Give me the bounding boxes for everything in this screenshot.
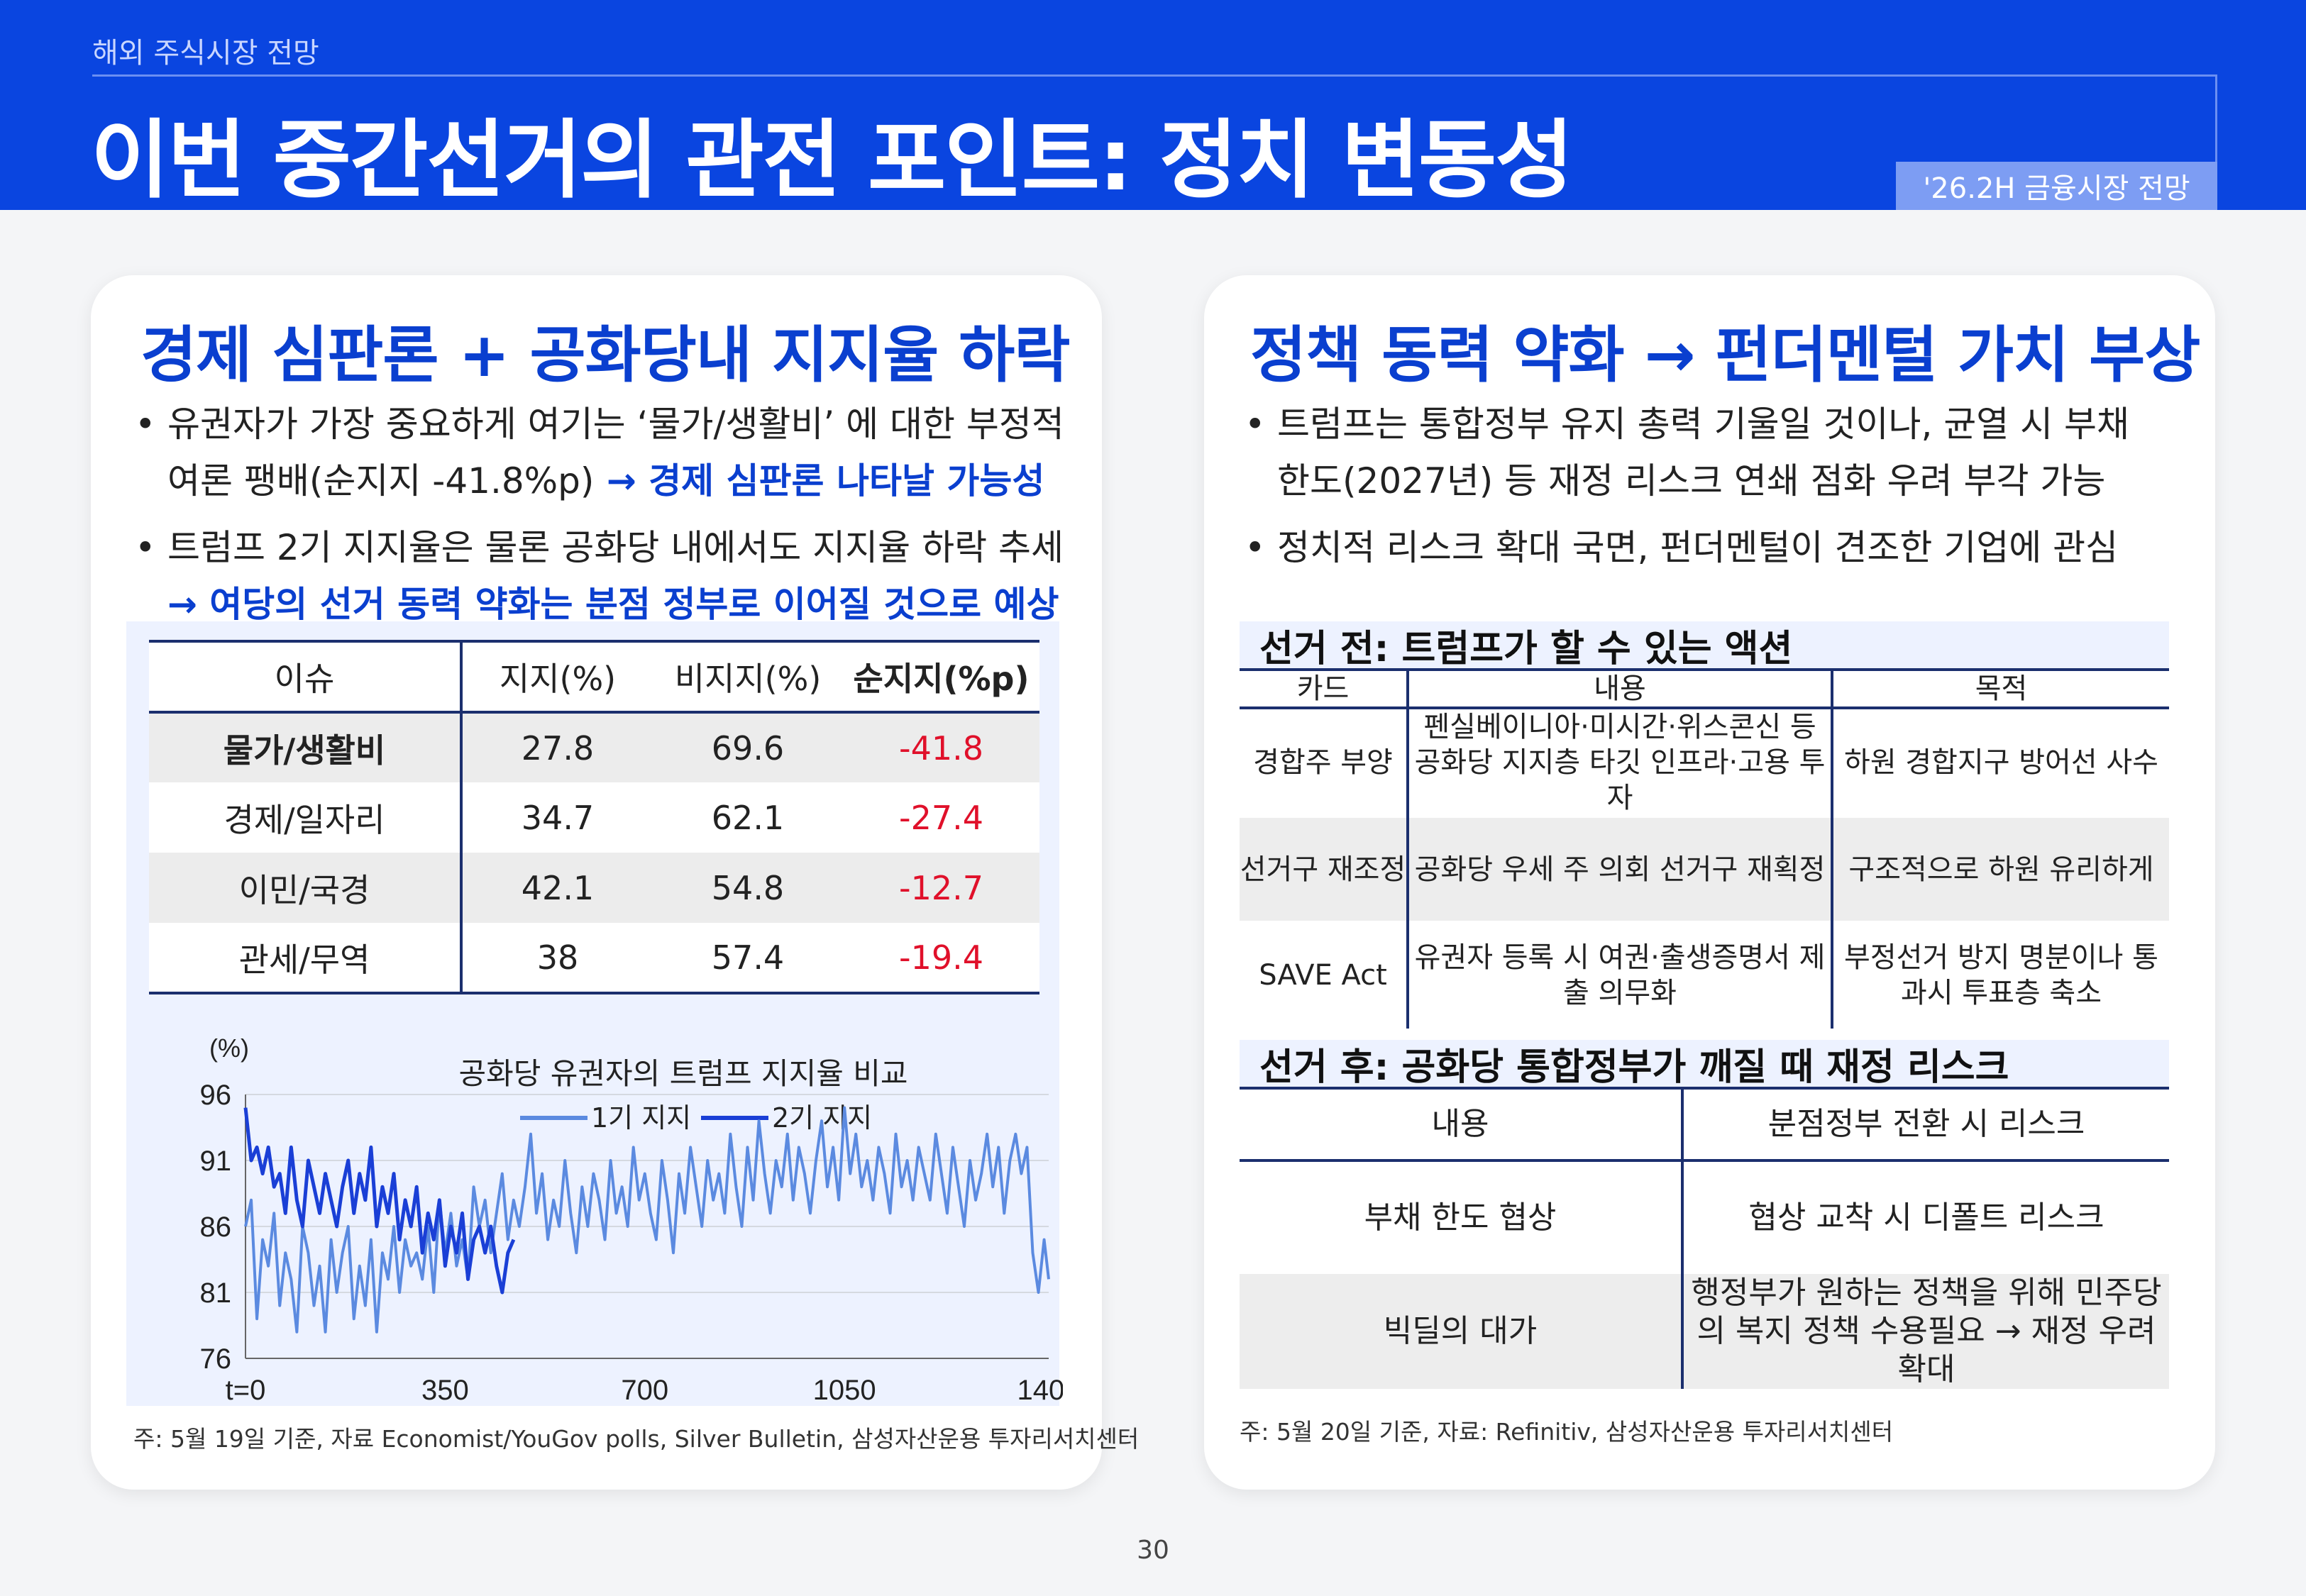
table-row: 이민/국경 42.1 54.8 -12.7 — [149, 853, 1039, 923]
right-bullet-1: 트럼프는 통합정부 유지 총력 기울일 것이나, 균열 시 부채 한도(2027… — [1245, 396, 2202, 509]
table-cell: 이민/국경 — [149, 853, 463, 923]
left-panel: 경제 심판론 + 공화당내 지지율 하락 유권자가 가장 중요하게 여기는 ‘물… — [91, 275, 1139, 1490]
table-cell: 경합주 부양 — [1240, 708, 1409, 818]
table-cell: 유권자 등록 시 여권·출생증명서 제출 의무화 — [1408, 921, 1833, 1029]
x-tick-label: 1050 — [813, 1375, 876, 1403]
table-header: 비지지(%) — [653, 640, 843, 714]
table-cell: -19.4 — [843, 923, 1039, 994]
table-cell: -41.8 — [843, 712, 1039, 782]
table-cell: SAVE Act — [1240, 921, 1409, 1029]
bullet-highlight: → 경제 심판론 나타날 가능성 — [594, 460, 1045, 501]
header-rule — [92, 74, 2217, 77]
table-header: 내용 — [1240, 1090, 1684, 1162]
x-tick-label: t=0 — [226, 1375, 266, 1403]
table-cell: 협상 교착 시 디폴트 리스크 — [1682, 1160, 2169, 1274]
table-header: 카드 — [1240, 671, 1409, 709]
report-tag: '26.2H 금융시장 전망 — [1896, 162, 2217, 210]
approval-chart-svg: 96 91 86 81 76t=0 350 700 1050 1408 (%) 공화당 유권자의 트… — [200, 1033, 1064, 1403]
table-header: 이슈 — [149, 640, 463, 714]
table-row: 경제/일자리 34.7 62.1 -27.4 — [149, 782, 1039, 853]
legend-label: 1기 지지 — [591, 1102, 691, 1134]
pre-election-title: 선거 전: 트럼프가 할 수 있는 액션 — [1240, 621, 2169, 671]
table-row: SAVE Act 유권자 등록 시 여권·출생증명서 제출 의무화 부정선거 방… — [1240, 921, 2169, 1029]
y-tick-label: 86 — [200, 1212, 232, 1243]
table-cell: 구조적으로 하원 유리하게 — [1832, 816, 2169, 923]
table-row: 빅딜의 대가 행정부가 원하는 정책을 위해 민주당의 복지 정책 수용필요 →… — [1240, 1274, 2169, 1389]
table-row: 경합주 부양 펜실베이니아·미시간·위스콘신 등 공화당 지지층 타깃 인프라·… — [1240, 708, 2169, 818]
bullet-text: 트럼프는 통합정부 유지 총력 기울일 것이나, 균열 시 부채 — [1277, 404, 2130, 445]
right-panel: 정책 동력 약화 → 펀더멘털 가치 부상 트럼프는 통합정부 유지 총력 기울… — [1204, 275, 2215, 1490]
y-tick-label: 76 — [200, 1343, 232, 1375]
table-cell: 하원 경합지구 방어선 사수 — [1832, 708, 2169, 818]
left-heading: 경제 심판론 + 공화당내 지지율 하락 — [140, 320, 1070, 391]
x-tick-label: 700 — [621, 1375, 668, 1403]
left-bullets: 유권자가 가장 중요하게 여기는 ‘물가/생활비’ 에 대한 부정적 여론 팽배… — [135, 396, 1093, 643]
section-label: 해외 주식시장 전망 — [92, 37, 319, 70]
bullet-text: 트럼프 2기 지지율은 물론 공화당 내에서도 지지율 하락 추세 — [167, 527, 1064, 568]
table-cell: 공화당 우세 주 의회 선거구 재획정 — [1408, 816, 1833, 923]
table-cell: 행정부가 원하는 정책을 위해 민주당의 복지 정책 수용필요 → 재정 우려확… — [1682, 1274, 2169, 1389]
left-bullet-1: 유권자가 가장 중요하게 여기는 ‘물가/생활비’ 에 대한 부정적 여론 팽배… — [135, 396, 1093, 509]
table-header: 분점정부 전환 시 리스크 — [1682, 1090, 2169, 1162]
right-heading: 정책 동력 약화 → 펀더멘털 가치 부상 — [1250, 320, 2200, 391]
left-bullet-2: 트럼프 2기 지지율은 물론 공화당 내에서도 지지율 하락 추세 → 여당의 … — [135, 519, 1093, 633]
bullet-highlight: → 여당의 선거 동력 약화는 분점 정부로 이어질 것으로 예상 — [167, 584, 1059, 625]
bullet-text: 여론 팽배(순지지 -41.8%p) — [167, 460, 595, 501]
table-cell: -27.4 — [843, 782, 1039, 853]
table-cell: 펜실베이니아·미시간·위스콘신 등 공화당 지지층 타깃 인프라·고용 투자 — [1408, 708, 1833, 818]
page-title: 이번 중간선거의 관전 포인트: 정치 변동성 — [91, 111, 1574, 210]
right-bullets: 트럼프는 통합정부 유지 총력 기울일 것이나, 균열 시 부채 한도(2027… — [1245, 396, 2202, 586]
table-cell: 물가/생활비 — [149, 712, 463, 782]
bullet-text-line2: 여론 팽배(순지지 -41.8%p) → 경제 심판론 나타날 가능성 — [167, 453, 1093, 509]
page-header: 해외 주식시장 전망 이번 중간선거의 관전 포인트: 정치 변동성 '26.2… — [0, 0, 2306, 210]
table-cell: -12.7 — [843, 853, 1039, 923]
post-election-table: 내용 분점정부 전환 시 리스크 부채 한도 협상 협상 교착 시 디폴트 리스… — [1240, 1090, 2169, 1389]
table-cell: 57.4 — [653, 923, 843, 994]
y-tick-label: 81 — [200, 1278, 232, 1309]
table-cell: 34.7 — [461, 782, 653, 853]
table-cell: 관세/무역 — [149, 923, 463, 994]
table-cell: 42.1 — [461, 853, 653, 923]
left-footnote: 주: 5월 19일 기준, 자료 Economist/YouGov polls,… — [133, 1425, 1140, 1453]
pre-election-table: 카드 내용 목적 경합주 부양 펜실베이니아·미시간·위스콘신 등 공화당 지지… — [1240, 671, 2169, 1029]
table-cell: 54.8 — [653, 853, 843, 923]
right-bullet-2: 정치적 리스크 확대 국면, 펀더멘털이 견조한 기업에 관심 — [1245, 519, 2202, 576]
table-cell: 경제/일자리 — [149, 782, 463, 853]
issue-poll-table: 이슈 지지(%) 비지지(%) 순지지(%p) 물가/생활비 27.8 69.6… — [149, 640, 1039, 994]
approval-chart: 96 91 86 81 76t=0 350 700 1050 1408 (%) 공화당 유권자의 트… — [133, 1027, 1064, 1403]
table-header: 내용 — [1408, 671, 1833, 709]
table-cell: 부정선거 방지 명분이나 통과시 투표층 축소 — [1832, 921, 2169, 1029]
table-row: 선거구 재조정 공화당 우세 주 의회 선거구 재획정 구조적으로 하원 유리하… — [1240, 816, 2169, 923]
right-footnote: 주: 5월 20일 기준, 자료: Refinitiv, 삼성자산운용 투자리서… — [1240, 1418, 1894, 1446]
table-cell: 부채 한도 협상 — [1240, 1160, 1684, 1274]
table-row: 관세/무역 38 57.4 -19.4 — [149, 923, 1039, 994]
table-row: 부채 한도 협상 협상 교착 시 디폴트 리스크 — [1240, 1160, 2169, 1274]
chart-title: 공화당 유권자의 트럼프 지지율 비교 — [458, 1056, 907, 1091]
table-cell: 69.6 — [653, 712, 843, 782]
series-line-term1 — [244, 1106, 1050, 1334]
x-tick-label: 350 — [421, 1375, 469, 1403]
y-tick-label: 96 — [200, 1080, 232, 1111]
table-cell: 62.1 — [653, 782, 843, 853]
bullet-text: 한도(2027년) 등 재정 리스크 연쇄 점화 우려 부각 가능 — [1277, 460, 2106, 501]
table-cell: 38 — [461, 923, 653, 994]
bullet-text: 정치적 리스크 확대 국면, 펀더멘털이 견조한 기업에 관심 — [1277, 527, 2119, 568]
table-header: 목적 — [1832, 671, 2169, 709]
series-line-term2 — [243, 1107, 516, 1295]
header-rule-vertical — [2215, 74, 2217, 164]
table-header: 지지(%) — [461, 640, 653, 714]
table-header: 순지지(%p) — [843, 640, 1039, 714]
table-cell: 빅딜의 대가 — [1240, 1274, 1684, 1389]
page-number: 30 — [1137, 1536, 1169, 1565]
table-cell: 선거구 재조정 — [1240, 816, 1409, 923]
bullet-text: 유권자가 가장 중요하게 여기는 ‘물가/생활비’ 에 대한 부정적 — [167, 404, 1064, 445]
post-election-title: 선거 후: 공화당 통합정부가 깨질 때 재정 리스크 — [1240, 1040, 2169, 1090]
x-tick-label: 1408 — [1017, 1375, 1063, 1403]
y-axis-label: (%) — [209, 1033, 249, 1063]
table-cell: 27.8 — [461, 712, 653, 782]
y-tick-label: 91 — [200, 1146, 232, 1177]
table-row: 물가/생활비 27.8 69.6 -41.8 — [149, 712, 1039, 782]
